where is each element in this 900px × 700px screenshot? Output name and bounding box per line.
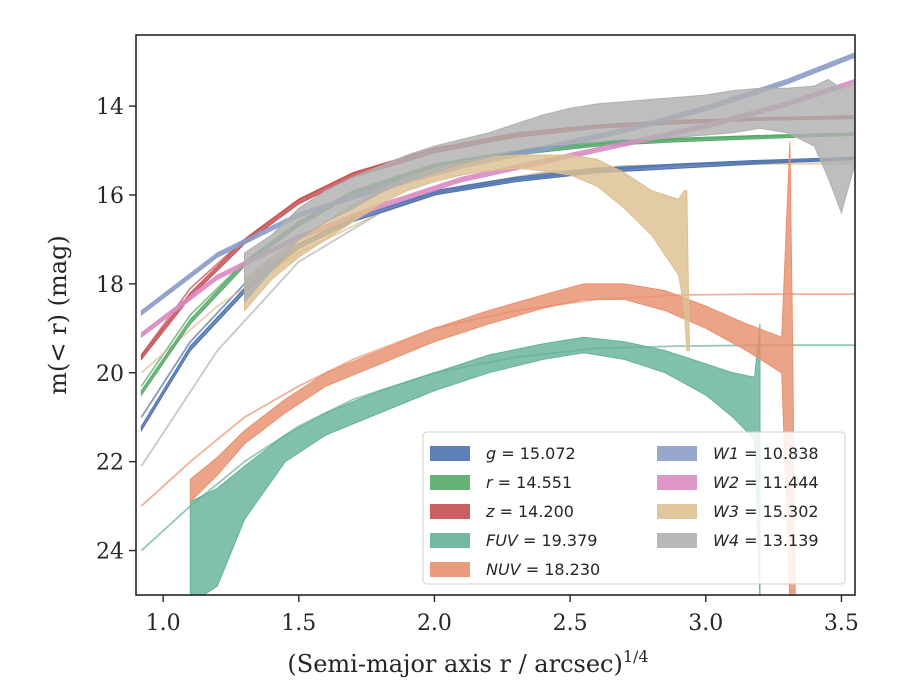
legend-swatch-w4 bbox=[657, 533, 697, 548]
band-w4 bbox=[244, 78, 855, 304]
x-tick-label: 2.5 bbox=[553, 611, 588, 636]
y-axis-title: m(< r) (mag) bbox=[44, 235, 72, 394]
legend-swatch-fuv bbox=[430, 533, 470, 548]
legend-label-g: g = 15.072 bbox=[486, 444, 576, 463]
y-axis-ticks: 14 16 18 20 22 24 bbox=[96, 95, 136, 565]
legend-swatch-g bbox=[430, 446, 470, 461]
photometry-bands bbox=[140, 52, 855, 595]
legend: g = 15.072 r = 14.551 z = 14.200 FUV = 19.3… bbox=[422, 431, 846, 585]
y-tick-label: 20 bbox=[96, 362, 124, 387]
x-tick-label: 3.0 bbox=[688, 611, 723, 636]
x-tick-label: 1.5 bbox=[281, 611, 316, 636]
legend-swatch-z bbox=[430, 504, 470, 519]
y-tick-label: 18 bbox=[96, 273, 124, 298]
legend-swatch-w2 bbox=[657, 475, 697, 490]
x-tick-label: 1.0 bbox=[146, 611, 181, 636]
legend-label-z: z = 14.200 bbox=[485, 502, 574, 521]
legend-swatch-r bbox=[430, 475, 470, 490]
band-z bbox=[140, 115, 855, 361]
y-tick-label: 22 bbox=[96, 451, 124, 476]
legend-label-nuv: NUV = 18.230 bbox=[486, 560, 600, 579]
x-axis-ticks: 1.0 1.5 2.0 2.5 3.0 3.5 bbox=[146, 595, 859, 636]
legend-label-w1: W1 = 10.838 bbox=[713, 444, 819, 463]
legend-label-w4: W4 = 13.139 bbox=[713, 531, 819, 550]
legend-label-r: r = 14.551 bbox=[486, 473, 572, 492]
y-tick-label: 24 bbox=[96, 540, 124, 565]
y-tick-label: 16 bbox=[96, 184, 124, 209]
legend-items: g = 15.072 r = 14.551 z = 14.200 FUV = 19.3… bbox=[430, 444, 819, 579]
x-axis-title-superscript: 1/4 bbox=[623, 647, 649, 666]
legend-swatch-nuv bbox=[430, 562, 470, 577]
legend-label-w3: W3 = 15.302 bbox=[713, 502, 819, 521]
x-tick-label: 3.5 bbox=[824, 611, 859, 636]
legend-swatch-w1 bbox=[657, 446, 697, 461]
legend-frame bbox=[422, 431, 846, 585]
x-tick-label: 2.0 bbox=[417, 611, 452, 636]
band-nuv bbox=[189, 141, 796, 595]
plot-frame bbox=[135, 34, 856, 596]
legend-label-w2: W2 = 11.444 bbox=[713, 473, 819, 492]
band-fuv bbox=[189, 323, 761, 595]
y-tick-label: 14 bbox=[96, 95, 124, 120]
x-axis-title-main: (Semi-major axis r / arcsec) bbox=[287, 650, 622, 678]
x-axis-title: (Semi-major axis r / arcsec)1/4 bbox=[287, 647, 648, 678]
legend-label-fuv: FUV = 19.379 bbox=[486, 531, 597, 550]
legend-swatch-w3 bbox=[657, 504, 697, 519]
